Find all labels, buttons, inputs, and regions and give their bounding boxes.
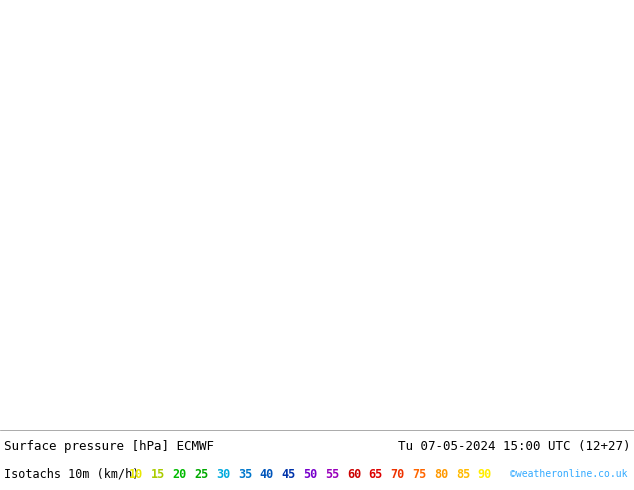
Text: 70: 70 [391, 467, 404, 481]
Text: 20: 20 [172, 467, 187, 481]
Text: 35: 35 [238, 467, 252, 481]
Text: 50: 50 [303, 467, 318, 481]
Text: 90: 90 [477, 467, 492, 481]
Text: ©weatheronline.co.uk: ©weatheronline.co.uk [510, 469, 628, 479]
Text: 80: 80 [434, 467, 448, 481]
Text: Tu 07-05-2024 15:00 UTC (12+27): Tu 07-05-2024 15:00 UTC (12+27) [398, 440, 630, 453]
Text: 85: 85 [456, 467, 470, 481]
Text: 65: 65 [369, 467, 383, 481]
Text: Isotachs 10m (km/h): Isotachs 10m (km/h) [4, 467, 139, 481]
Text: 30: 30 [216, 467, 230, 481]
Text: 55: 55 [325, 467, 339, 481]
Text: 10: 10 [129, 467, 143, 481]
Text: 75: 75 [412, 467, 427, 481]
Text: 60: 60 [347, 467, 361, 481]
Text: 15: 15 [151, 467, 165, 481]
Text: 25: 25 [194, 467, 209, 481]
Text: 40: 40 [260, 467, 274, 481]
Text: Surface pressure [hPa] ECMWF: Surface pressure [hPa] ECMWF [4, 440, 214, 453]
Text: 45: 45 [281, 467, 295, 481]
